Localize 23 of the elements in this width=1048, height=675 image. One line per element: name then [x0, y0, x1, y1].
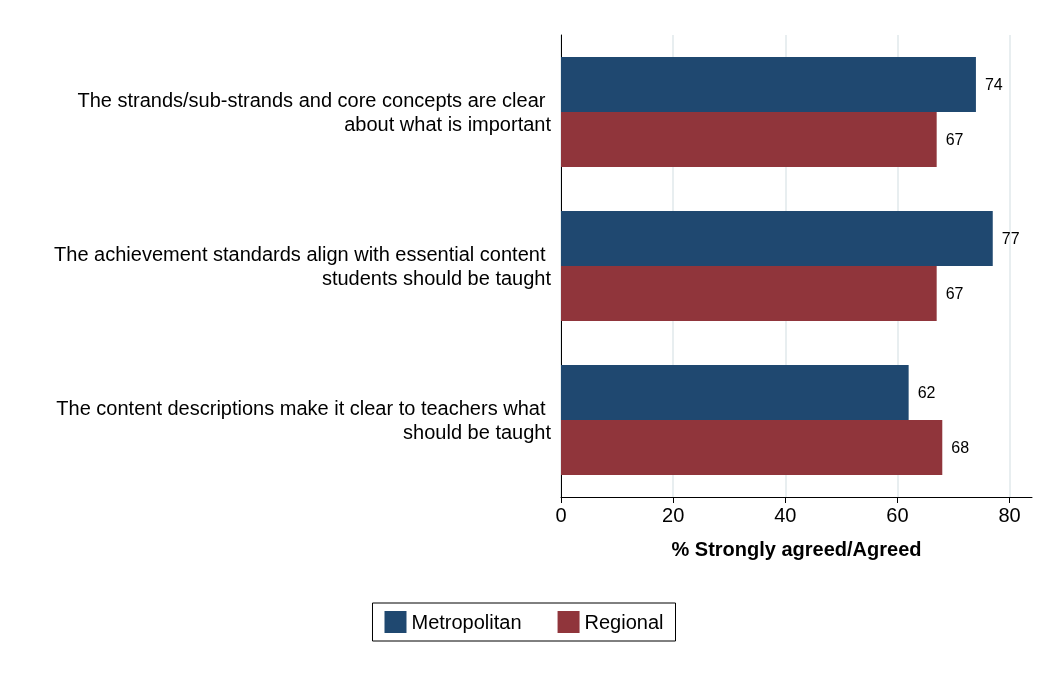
- x-tick-label: 20: [662, 504, 685, 526]
- data-label: 74: [984, 76, 1003, 93]
- bar: [561, 420, 943, 475]
- bar: [561, 365, 909, 420]
- data-label: 77: [1001, 230, 1020, 247]
- bar: [561, 57, 976, 112]
- bar: [561, 112, 937, 167]
- data-label: 67: [945, 285, 964, 302]
- y-tick-label: The achievement standards align with essential content students should be taught: [54, 243, 552, 289]
- x-tick-label: 0: [555, 504, 567, 526]
- bar: [561, 211, 993, 266]
- x-tick-label: 60: [886, 504, 909, 526]
- y-tick-label: The strands/sub-strands and core concepts are clear about what is important: [77, 89, 552, 135]
- legend-label: Regional: [584, 611, 664, 633]
- x-axis-title: % Strongly agreed/Agreed: [671, 538, 922, 560]
- data-label: 62: [917, 384, 936, 401]
- x-tick-label: 80: [998, 504, 1021, 526]
- data-label: 67: [945, 131, 964, 148]
- y-tick-label: The content descriptions make it clear to teachers what should be taught: [56, 397, 552, 443]
- legend-label: Metropolitan: [411, 611, 522, 633]
- x-tick-label: 40: [774, 504, 797, 526]
- bar: [561, 266, 937, 321]
- data-label: 68: [951, 439, 970, 456]
